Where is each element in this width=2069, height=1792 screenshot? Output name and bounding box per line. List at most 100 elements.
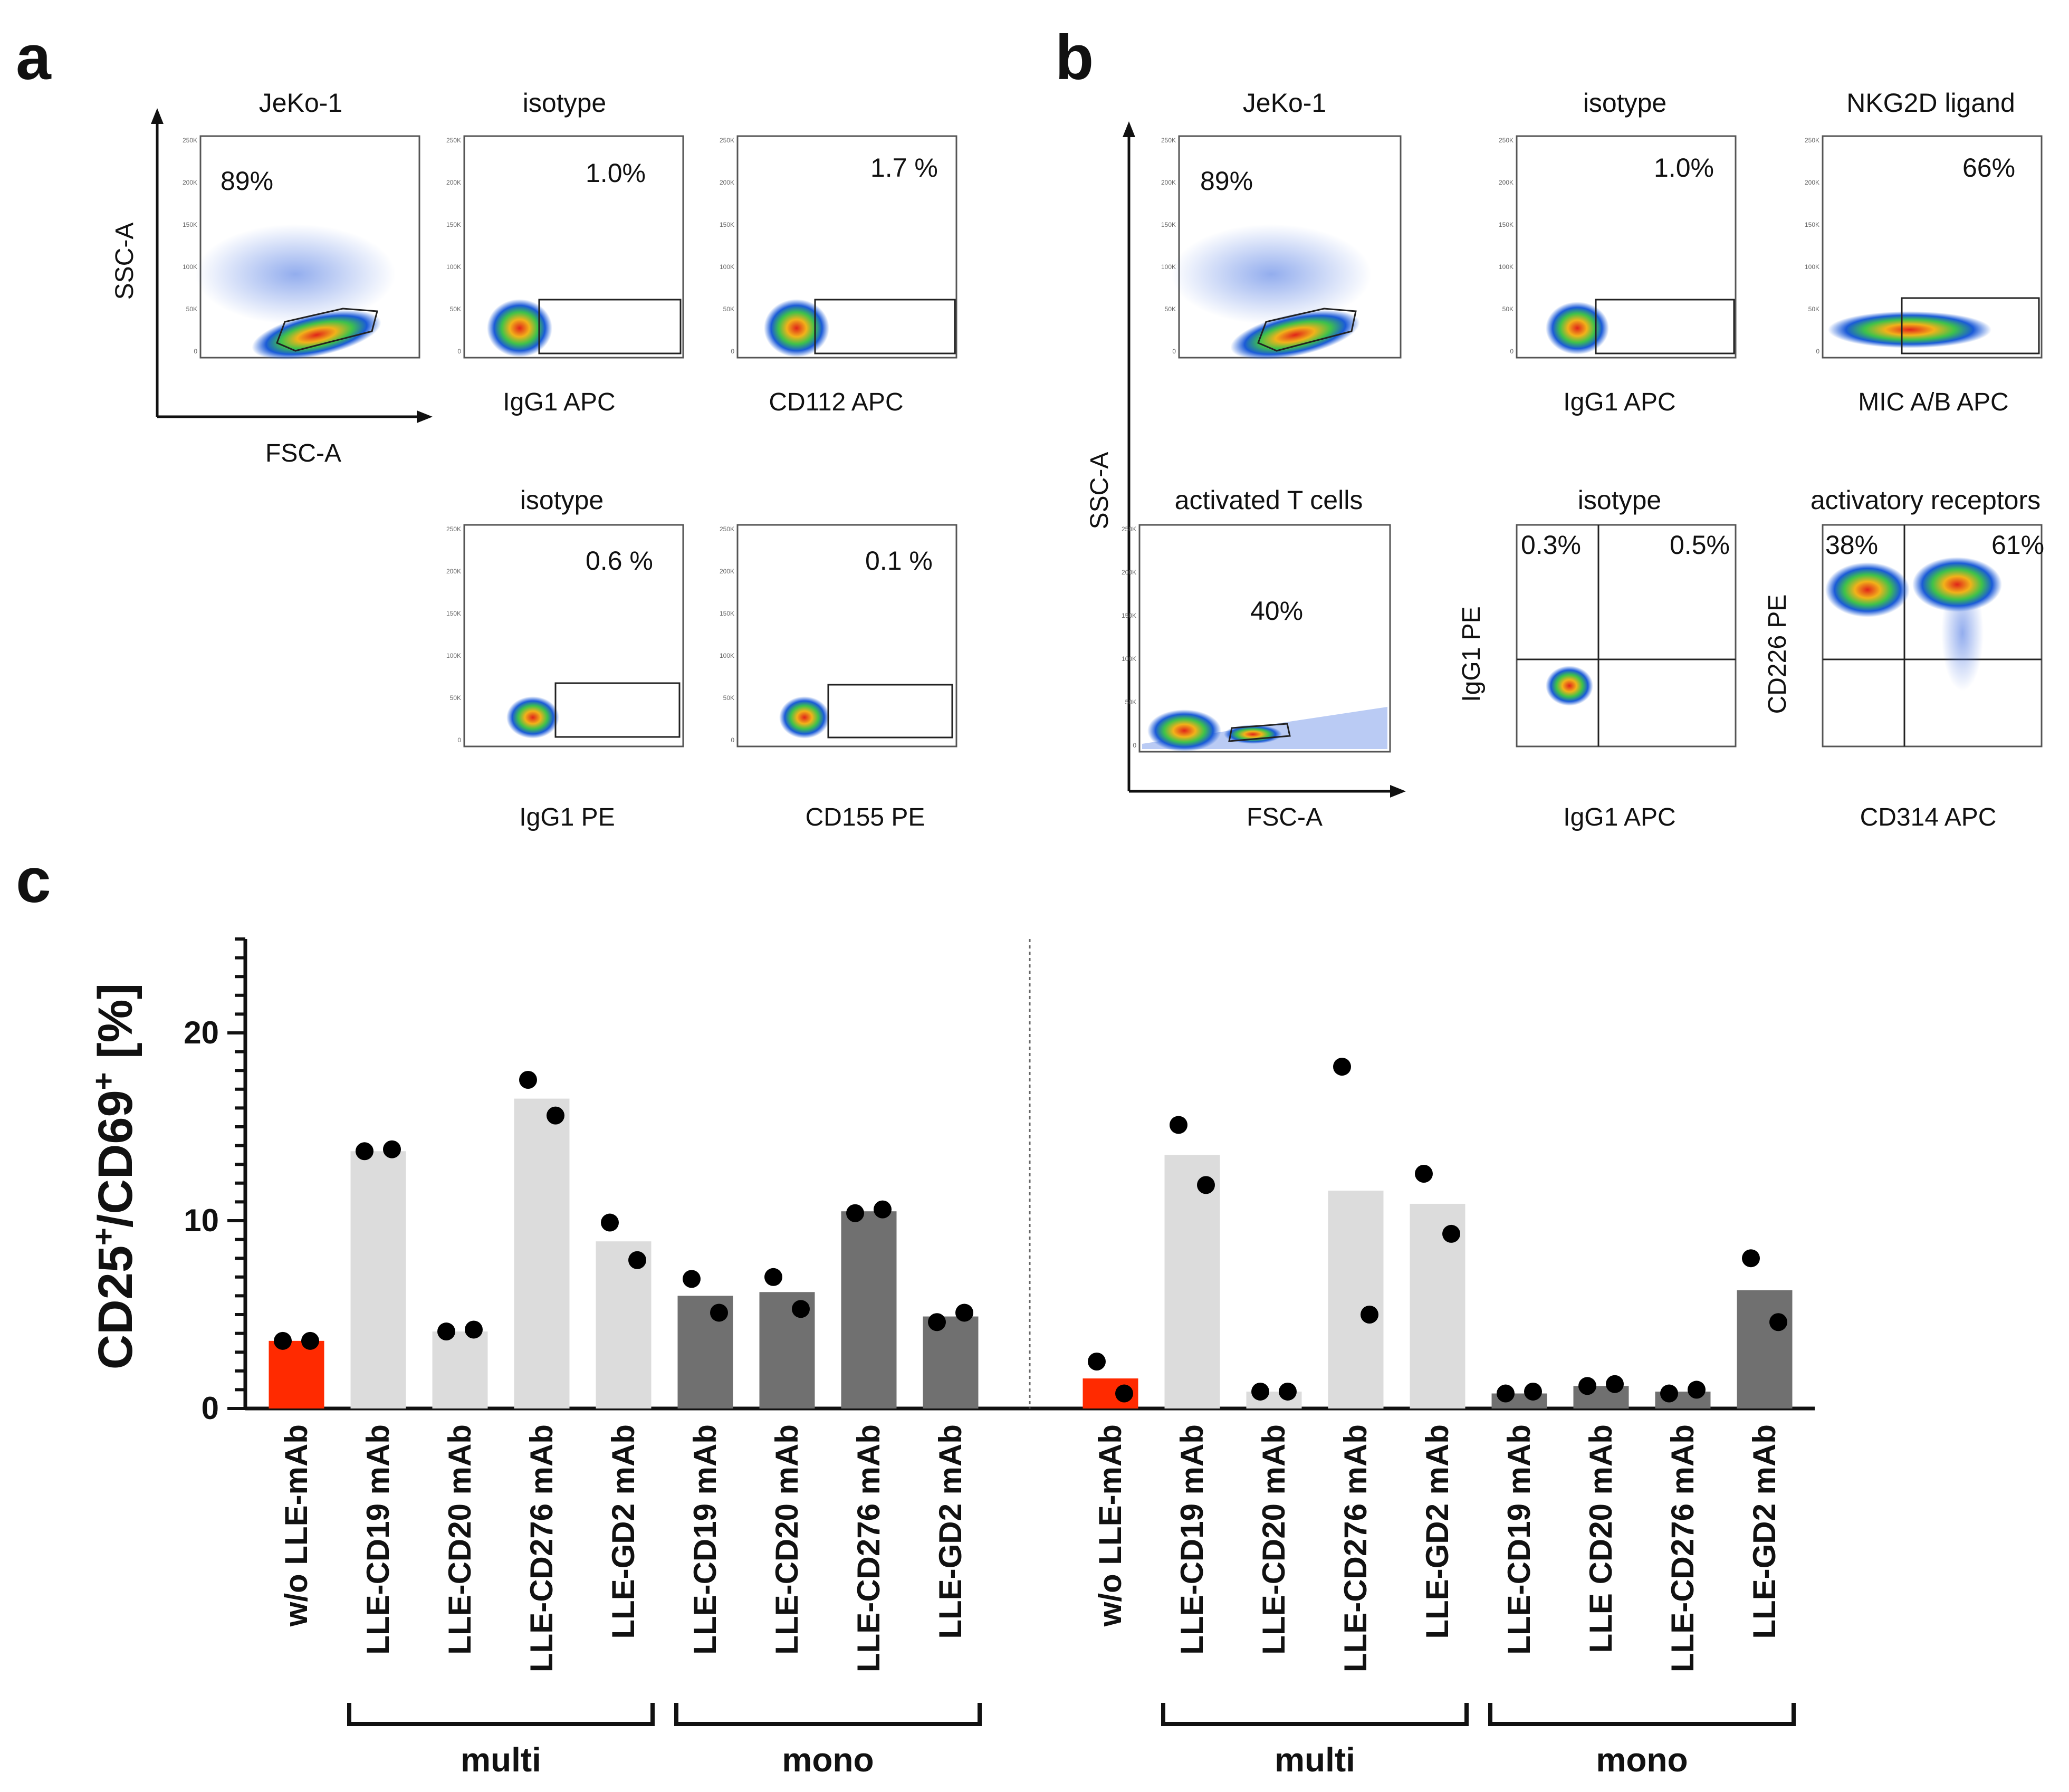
flow-plot-a1: JeKo-1 89% [195,88,420,360]
quadrant-ul: 38% [1825,530,1878,560]
category-label: w/o LLE-mAb [1093,1424,1128,1627]
axis-tick-label: 0 [1816,348,1819,355]
axis-tick-label: 50K [1502,305,1514,313]
bar [269,1340,324,1408]
axis-tick-label: 200K [1499,179,1514,186]
points [274,1058,1787,1403]
data-point [601,1213,619,1232]
category-label: LLE-CD19 mAb [360,1424,396,1655]
axis-tick-label: 50K [450,305,461,313]
plot-title: activated T cells [1175,485,1363,515]
axis-tick-label: 150K [1122,612,1136,619]
axis-tick-label: 250K [446,525,461,533]
category-label: LLE-GD2 mAb [1747,1424,1782,1639]
data-point [1115,1384,1133,1403]
category-label: LLE-CD276 mAb [851,1424,886,1672]
category-label: LLE-CD20 mAb [769,1424,804,1655]
flow-plot-b3: NKG2D ligand 66% MIC A/B APC [1822,88,2043,416]
axis-tick-label: 50K [1125,698,1136,706]
data-point [710,1304,728,1322]
group-label: mono [1596,1741,1688,1779]
bar [923,1316,979,1408]
x-axis-label: IgG1 APC [503,388,615,416]
category-label: LLE CD20 mAb [1583,1424,1618,1653]
x-axis-label: CD112 APC [769,388,903,416]
axis-tick-label: 100K [446,263,461,271]
axis-tick-label: 50K [186,305,197,313]
axis-tick-label: 150K [720,610,734,617]
axis-tick-label: 150K [1805,221,1819,228]
panel-b: SSC-A FSC-A JeKo-1 89% isotype 1.0% IgG1… [1086,88,2044,831]
axis-tick-label: 0 [457,736,461,744]
ssc-axis-label-a: SSC-A [111,223,139,300]
axis-tick-label: 200K [1805,179,1819,186]
bar [514,1098,570,1408]
axis-tick-label: 0 [1172,348,1176,355]
axis-tick-label: 100K [1161,263,1176,271]
axis-tick-label: 150K [446,610,461,617]
axis-tick-label: 200K [1122,569,1136,576]
data-point [1088,1353,1106,1371]
bar [1164,1155,1220,1408]
category-label: w/o LLE-mAb [279,1424,314,1627]
axis-tick-label: 250K [183,137,197,144]
category-label: LLE-GD2 mAb [933,1424,968,1639]
data-point [1660,1384,1678,1403]
data-point [1497,1384,1515,1403]
data-point [356,1142,373,1161]
flow-plot-a4: isotype 0.6 % IgG1 PE [463,485,684,831]
axis-tick-label: 250K [1122,525,1136,533]
group-bracket [1161,1703,1469,1726]
category-label: LLE-CD276 mAb [1665,1424,1700,1672]
data-point [928,1313,946,1331]
plot-title: NKG2D ligand [1846,88,2015,118]
bar-chart: CD25+/CD69+ [%] 0 10 20 w/o LLE-mAb LLE-CD1… [87,937,1815,1779]
gate-percentage: 89% [221,166,273,196]
x-axis-label: IgG1 APC [1563,803,1675,831]
gate-percentage: 0.1 % [865,546,933,576]
axis-tick-label: 100K [446,652,461,659]
bar [350,1151,406,1408]
data-point [1279,1382,1297,1401]
group-bracket [347,1703,655,1726]
category-label: LLE-CD19 mAb [687,1424,723,1655]
gate-percentage: 1.0% [1654,153,1714,183]
data-point [383,1140,401,1158]
category-labels: w/o LLE-mAb LLE-CD19 mAb LLE-CD20 mAb LLE-C… [279,1424,1782,1672]
category-label: LLE-CD19 mAb [1174,1424,1210,1655]
axis-tick-label: 250K [1161,137,1176,144]
axis-tick-label: 50K [450,694,461,702]
group-label: mono [782,1741,874,1779]
axis-tick-label: 0 [731,736,734,744]
axis-tick-label: 250K [720,525,734,533]
panel-letter-a: a [16,22,52,93]
data-point [1688,1381,1706,1399]
gate-percentage: 89% [1200,166,1253,196]
bar [596,1241,652,1408]
y-axis-label: CD226 PE [1764,595,1792,714]
quadrant-ul: 0.3% [1521,530,1581,560]
bars [269,1098,1793,1408]
data-point [1606,1375,1624,1393]
axis-tick-label: 100K [1499,263,1514,271]
group-brackets: multi mono multi mono [347,1703,1796,1779]
category-label: LLE-CD276 mAb [1338,1424,1373,1672]
axis-tick-label: 50K [1808,305,1819,313]
gate-percentage: 40% [1250,596,1303,626]
gate-percentage: 0.6 % [586,546,653,576]
axis-tick-label: 100K [720,652,734,659]
axis-tick-label: 200K [720,179,734,186]
axis-tick-label: 200K [183,179,197,186]
panel-letter-b: b [1055,22,1094,93]
x-axis-label: MIC A/B APC [1858,388,2008,416]
data-point [1333,1058,1351,1076]
axis-tick-label: 150K [446,221,461,228]
axis-tick-label: 100K [183,263,197,271]
axis-tick-label: 250K [720,137,734,144]
data-point [683,1270,701,1288]
quadrant-ur: 61% [1991,530,2044,560]
axis-tick-label: 150K [183,221,197,228]
axis-tick-label: 150K [1161,221,1176,228]
flow-plot-b2: isotype 1.0% IgG1 APC [1516,88,1737,416]
